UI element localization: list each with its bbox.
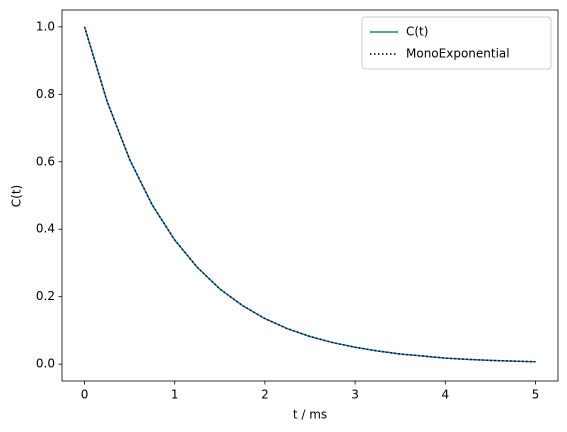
- line-series: [83, 26, 536, 363]
- y-axis-label: C(t): [10, 185, 24, 207]
- x-tick-label: 1: [171, 388, 179, 402]
- x-axis-label: t / ms: [293, 408, 327, 422]
- x-tick-label: 2: [261, 388, 269, 402]
- plot-frame: [61, 9, 559, 382]
- x-tick-label: 4: [441, 388, 449, 402]
- x-tick-label: 3: [351, 388, 359, 402]
- legend-label: MonoExponential: [406, 47, 510, 61]
- y-tick-label: 0.0: [36, 357, 55, 371]
- y-tick-label: 1.0: [36, 19, 55, 33]
- y-tick-label: 0.8: [36, 87, 55, 101]
- y-tick-label: 0.2: [36, 289, 55, 303]
- legend-box: [361, 16, 552, 70]
- legend-label: C(t): [406, 25, 428, 39]
- x-tick-label: 0: [81, 388, 89, 402]
- x-tick-label: 5: [532, 388, 540, 402]
- y-tick-label: 0.4: [36, 222, 55, 236]
- y-tick-label: 0.6: [36, 154, 55, 168]
